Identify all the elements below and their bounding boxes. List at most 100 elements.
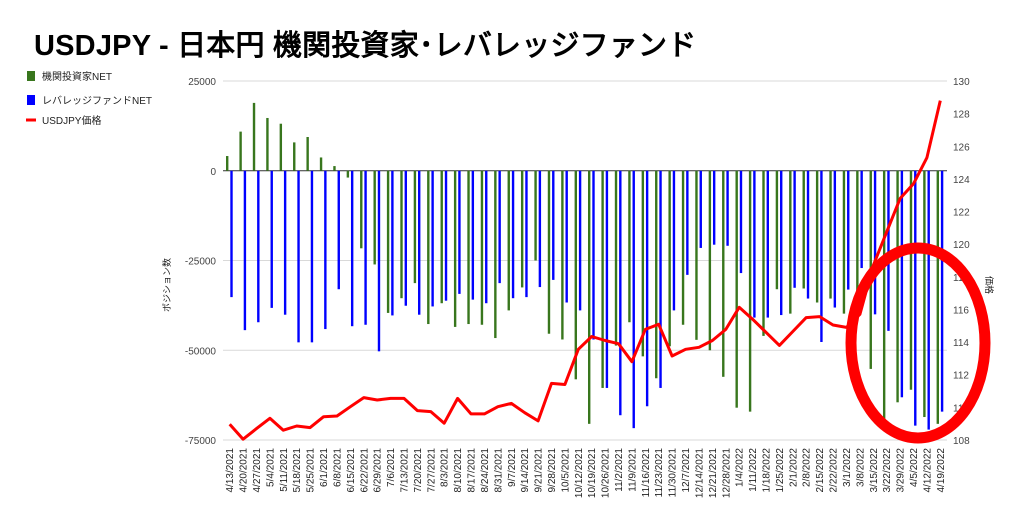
- bar-leveraged: [659, 170, 662, 388]
- x-tick-label: 3/29/2022: [896, 448, 907, 493]
- bar-institutional: [293, 142, 296, 171]
- bar-leveraged: [833, 170, 837, 308]
- legend-label: レバレッジファンドNET: [42, 95, 152, 107]
- bar-leveraged: [471, 170, 475, 300]
- y-tick-label-left: 25000: [188, 77, 216, 88]
- x-tick-label: 3/1/2022: [842, 448, 853, 487]
- legend-swatch: [26, 118, 36, 122]
- y-tick-label-right: 128: [953, 110, 970, 121]
- bar-institutional: [802, 170, 805, 289]
- bar-leveraged: [847, 170, 850, 290]
- x-tick-label: 7/20/2021: [413, 448, 424, 493]
- bar-leveraged: [444, 170, 448, 301]
- bar-institutional: [561, 170, 564, 340]
- x-tick-label: 4/5/2022: [909, 448, 920, 487]
- y-tick-label-right: 124: [953, 175, 970, 186]
- bar-institutional: [735, 170, 738, 408]
- bar-leveraged: [914, 170, 917, 426]
- bar-leveraged: [780, 170, 783, 316]
- bar-leveraged: [391, 170, 394, 316]
- bar-institutional: [748, 170, 752, 412]
- x-tick-label: 6/1/2021: [319, 448, 330, 487]
- bar-leveraged: [887, 170, 890, 331]
- x-tick-label: 6/22/2021: [359, 448, 370, 493]
- bar-leveraged: [257, 170, 260, 323]
- bar-institutional: [829, 170, 832, 299]
- bar-leveraged: [820, 170, 823, 342]
- x-tick-label: 11/9/2021: [627, 448, 638, 492]
- bar-leveraged: [270, 170, 273, 308]
- bar-leveraged: [726, 170, 729, 246]
- bar-institutional: [467, 170, 470, 325]
- bar-leveraged: [404, 170, 407, 306]
- x-tick-label: 5/4/2021: [265, 448, 276, 487]
- bar-leveraged: [860, 170, 863, 269]
- x-tick-label: 12/21/2021: [708, 448, 719, 498]
- bar-leveraged: [310, 170, 314, 343]
- bar-institutional: [400, 170, 403, 299]
- x-tick-label: 11/16/2021: [641, 448, 652, 498]
- bar-institutional: [681, 170, 685, 325]
- x-tick-label: 10/12/2021: [574, 448, 585, 498]
- y-tick-label-right: 116: [953, 305, 969, 316]
- x-tick-label: 5/11/2021: [279, 448, 290, 492]
- bar-institutional: [226, 156, 229, 171]
- bar-institutional: [346, 170, 350, 178]
- bar-leveraged: [364, 170, 367, 325]
- y-tick-label-right: 122: [953, 208, 970, 219]
- bar-leveraged: [418, 170, 421, 315]
- bar-institutional: [413, 170, 417, 284]
- x-tick-label: 1/4/2022: [735, 448, 746, 487]
- legend-label: USDJPY価格: [42, 114, 101, 127]
- bar-leveraged: [632, 170, 635, 429]
- chart-title: USDJPY - 日本円 機関投資家･レバレッジファンド: [34, 30, 697, 62]
- x-tick-label: 7/13/2021: [400, 448, 411, 493]
- x-tick-label: 4/12/2022: [922, 448, 933, 493]
- bar-leveraged: [485, 170, 488, 304]
- bar-leveraged: [672, 170, 676, 311]
- highlight-circle-annotation: [845, 242, 991, 444]
- bar-institutional: [668, 170, 671, 347]
- bar-institutional: [909, 170, 913, 390]
- x-tick-label: 4/27/2021: [252, 448, 263, 493]
- bar-institutional: [494, 170, 497, 339]
- x-tick-label: 5/25/2021: [306, 448, 317, 493]
- bar-institutional: [923, 170, 926, 418]
- bar-institutional: [896, 170, 899, 403]
- y-axis-title-right: 価格: [984, 276, 995, 294]
- bar-institutional: [815, 170, 819, 303]
- bar-leveraged: [900, 170, 904, 398]
- bar-leveraged: [793, 170, 796, 288]
- x-tick-label: 10/5/2021: [560, 448, 571, 493]
- bar-institutional: [386, 170, 390, 313]
- bar-leveraged: [940, 170, 944, 412]
- bar-institutional: [534, 170, 537, 261]
- bar-institutional: [574, 170, 577, 380]
- bar-institutional: [360, 170, 363, 249]
- x-tick-label: 12/28/2021: [721, 448, 732, 498]
- bar-institutional: [614, 170, 618, 346]
- x-tick-label: 1/11/2022: [748, 448, 759, 492]
- y-tick-label-right: 130: [953, 77, 970, 88]
- bar-institutional: [641, 170, 645, 357]
- x-tick-label: 4/19/2022: [936, 448, 947, 493]
- x-tick-label: 9/7/2021: [507, 448, 518, 487]
- bar-institutional: [520, 170, 524, 288]
- bar-leveraged: [243, 170, 247, 331]
- x-tick-label: 11/2/2021: [614, 448, 625, 492]
- bar-leveraged: [766, 170, 769, 318]
- x-tick-label: 10/19/2021: [587, 448, 598, 498]
- bar-leveraged: [377, 170, 381, 352]
- y-tick-label-left: -25000: [185, 257, 217, 268]
- bar-institutional: [882, 170, 886, 421]
- bar-institutional: [628, 170, 631, 323]
- bar-institutional: [440, 170, 443, 304]
- x-tick-label: 9/21/2021: [534, 448, 545, 493]
- bar-leveraged: [592, 170, 595, 340]
- bar-institutional: [319, 157, 323, 171]
- legend-swatch: [27, 71, 35, 81]
- legend: 機関投資家NET レバレッジファンドNET USDJPY価格: [26, 70, 152, 127]
- bar-institutional: [789, 170, 792, 314]
- x-tick-label: 11/23/2021: [654, 448, 665, 498]
- bar-leveraged: [431, 170, 434, 307]
